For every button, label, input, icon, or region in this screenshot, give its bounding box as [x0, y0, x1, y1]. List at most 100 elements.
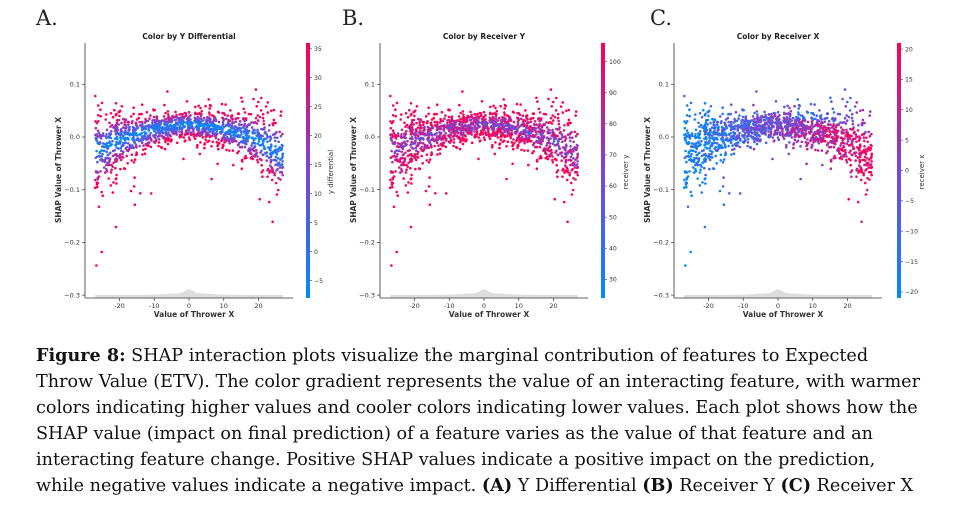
scatter-point — [699, 168, 702, 171]
scatter-point — [407, 161, 410, 165]
scatter-point — [113, 108, 116, 112]
scatter-point — [551, 155, 554, 158]
scatter-point — [569, 150, 573, 154]
scatter-point — [473, 120, 476, 123]
scatter-point — [115, 158, 119, 161]
scatter-point — [551, 119, 555, 122]
scatter-point — [753, 140, 756, 144]
scatter-point — [527, 133, 531, 136]
scatter-point — [245, 128, 248, 132]
scatter-point — [263, 137, 266, 141]
scatter-point — [756, 116, 759, 120]
scatter-point — [423, 134, 427, 137]
scatter-point — [254, 148, 258, 152]
scatter-point — [198, 121, 202, 124]
scatter-point — [720, 125, 724, 129]
scatter-point — [95, 264, 98, 267]
scatter-point — [531, 143, 535, 147]
scatter-point — [735, 137, 739, 141]
scatter-point — [123, 123, 126, 127]
scatter-point — [719, 153, 723, 156]
scatter-point — [490, 146, 494, 149]
scatter-point — [410, 128, 413, 132]
scatter-point — [503, 135, 507, 138]
scatter-point — [261, 112, 265, 116]
scatter-point — [404, 125, 407, 128]
scatter-point — [94, 170, 98, 173]
scatter-point — [560, 133, 564, 136]
scatter-point — [101, 160, 104, 163]
scatter-point — [532, 150, 535, 153]
scatter-point — [197, 130, 200, 134]
scatter-point — [130, 153, 134, 156]
scatter-point — [248, 123, 251, 127]
scatter-point — [157, 141, 161, 144]
scatter-point — [389, 156, 393, 160]
scatter-point — [120, 137, 123, 140]
scatter-point — [405, 123, 409, 127]
scatter-point — [115, 135, 119, 139]
scatter-point — [433, 124, 437, 127]
scatter-point — [538, 142, 542, 145]
x-axis-label: Value of Thrower X — [743, 310, 824, 319]
scatter-point — [694, 128, 698, 132]
scatter-point — [564, 149, 567, 152]
scatter-point — [263, 126, 266, 129]
scatter-point — [148, 117, 151, 120]
scatter-point — [576, 155, 579, 158]
scatter-point — [242, 135, 245, 139]
y-tick-label: −0.2 — [359, 239, 375, 247]
scatter-point — [143, 152, 147, 155]
y-tick-label: 0.1 — [365, 81, 375, 89]
scatter-point — [403, 134, 406, 138]
scatter-point — [521, 135, 524, 139]
scatter-point — [251, 136, 254, 139]
scatter-point — [230, 135, 233, 139]
scatter-point — [576, 132, 579, 136]
scatter-point — [447, 115, 451, 119]
scatter-point — [149, 136, 152, 140]
scatter-point — [124, 141, 127, 145]
scatter-point — [126, 162, 129, 165]
scatter-point — [128, 134, 131, 137]
scatter-point — [508, 116, 511, 120]
scatter-point — [410, 154, 414, 158]
scatter-point — [741, 115, 745, 119]
scatter-point — [236, 116, 240, 120]
scatter-point — [513, 130, 517, 134]
scatter-point — [824, 139, 827, 143]
scatter-point — [510, 132, 513, 135]
scatter-point — [226, 135, 229, 139]
scatter-point — [499, 138, 503, 141]
scatter-point — [797, 107, 800, 110]
scatter-point — [782, 116, 786, 120]
scatter-point — [426, 144, 429, 147]
scatter-point — [199, 114, 203, 117]
scatter-point — [523, 141, 526, 145]
scatter-point — [115, 128, 118, 132]
scatter-point — [567, 108, 571, 112]
scatter-point — [258, 133, 262, 137]
scatter-point — [803, 118, 807, 121]
scatter-point — [785, 132, 788, 136]
scatter-plot-c: Color by Receiver X-20 -10 0 10 200.10.0−0.1… — [643, 32, 926, 319]
scatter-point — [827, 120, 831, 123]
scatter-point — [771, 136, 775, 139]
scatter-point — [444, 131, 447, 135]
scatter-point — [400, 113, 403, 116]
scatter-point — [714, 145, 718, 149]
scatter-point — [395, 155, 399, 158]
scatter-point — [722, 176, 725, 179]
scatter-point — [119, 146, 123, 150]
scatter-point — [788, 106, 791, 110]
scatter-point — [544, 152, 548, 155]
scatter-point — [411, 132, 415, 135]
scatter-point — [400, 168, 403, 171]
scatter-point — [556, 143, 560, 146]
scatter-point — [568, 136, 572, 139]
scatter-point — [573, 170, 577, 174]
scatter-point — [740, 125, 743, 128]
scatter-point — [701, 161, 704, 165]
scatter-point — [742, 129, 745, 132]
scatter-point — [869, 163, 873, 166]
